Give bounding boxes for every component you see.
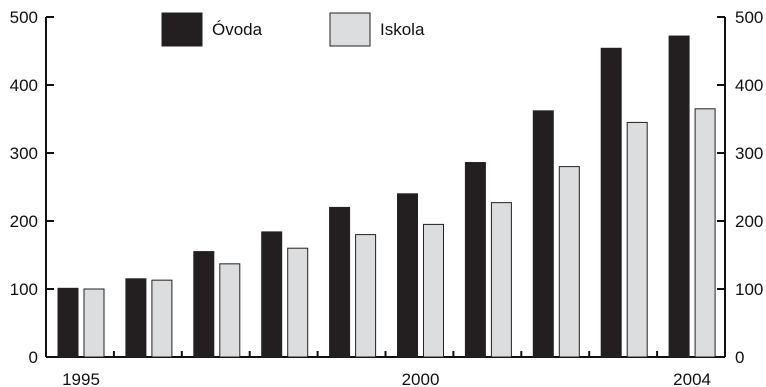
bar-iskola-2002	[558, 166, 580, 358]
y-tick-label-right: 0	[735, 348, 744, 367]
bar-iskola-2004	[694, 108, 716, 358]
x-tick-label: 2000	[402, 370, 440, 387]
y-tick-label-right: 400	[735, 76, 763, 95]
bar-ovoda-1997	[193, 251, 215, 358]
bar-ovoda-2001	[464, 162, 486, 358]
bar-ovoda-2003	[600, 47, 622, 358]
legend-swatch	[161, 12, 203, 47]
bar-ovoda-2002	[532, 110, 554, 358]
bar-ovoda-1996	[125, 278, 147, 358]
axes: 0 0 100 100 200 200 300 300 400 400 500 500 1995 2000…	[10, 8, 764, 387]
bar-iskola-2001	[490, 202, 512, 358]
y-tick-label-right: 200	[735, 212, 763, 231]
y-tick-label-left: 400	[10, 76, 38, 95]
bar-ovoda-1999	[329, 206, 351, 358]
bar-iskola-1999	[355, 234, 377, 358]
y-tick-label-left: 100	[10, 280, 38, 299]
bar-ovoda-1995	[57, 287, 79, 358]
bar-iskola-2000	[423, 223, 444, 358]
x-tick-label: 1995	[62, 370, 100, 387]
y-tick-label-right: 500	[735, 8, 763, 27]
bar-ovoda-2000	[397, 193, 418, 358]
bar-iskola-1995	[83, 288, 105, 358]
y-tick-label-left: 0	[29, 348, 38, 367]
legend-swatch	[329, 12, 371, 47]
y-tick-label-left: 300	[10, 144, 38, 163]
legend-label: Iskola	[380, 20, 425, 39]
legend-label: Óvoda	[212, 20, 263, 39]
bar-ovoda-2004	[668, 35, 690, 358]
bar-ovoda-1998	[261, 231, 283, 358]
y-tick-label-left: 200	[10, 212, 38, 231]
bar-iskola-1996	[151, 279, 173, 358]
legend: Óvoda Iskola	[161, 12, 425, 47]
bar-iskola-2003	[626, 121, 648, 358]
y-tick-label-right: 100	[735, 280, 763, 299]
x-tick-label: 2004	[673, 370, 711, 387]
bar-iskola-1998	[287, 247, 309, 358]
bars	[57, 35, 716, 358]
y-tick-label-right: 300	[735, 144, 763, 163]
y-tick-label-left: 500	[10, 8, 38, 27]
bar-iskola-1997	[219, 263, 241, 358]
